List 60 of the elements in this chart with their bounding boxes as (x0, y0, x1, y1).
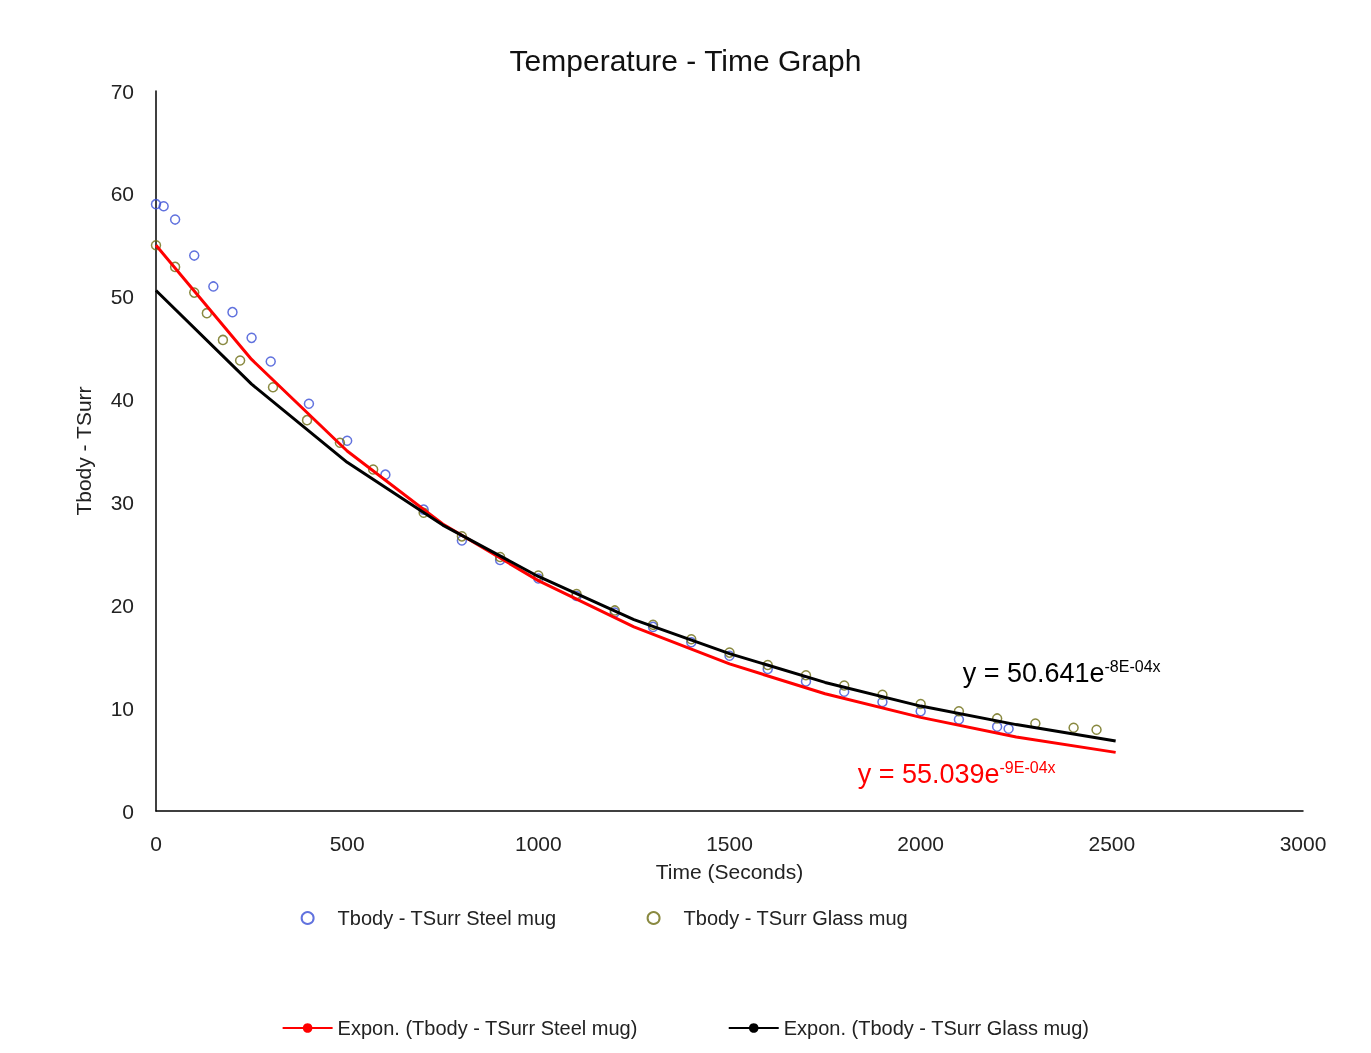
y-tick-label: 30 (110, 490, 134, 514)
x-tick-label: 1000 (514, 832, 562, 855)
point (150, 198, 162, 210)
legend-label: Tbody - TSurr Glass mug (683, 907, 908, 929)
x-tick-label: 500 (329, 832, 365, 855)
point (150, 240, 162, 251)
point (800, 669, 812, 681)
x-tick-label: 2500 (1088, 832, 1136, 855)
point (246, 332, 257, 344)
legend-label: Expon. (Tbody - TSurr Steel mug) (337, 1017, 638, 1039)
y-tick-label: 0 (122, 799, 134, 823)
point (838, 680, 850, 691)
y-axis-title: Tbody - TSurr (72, 386, 95, 516)
point (301, 414, 313, 426)
point (800, 676, 812, 687)
point (208, 281, 219, 292)
point (158, 200, 169, 212)
point (953, 714, 965, 725)
point (188, 250, 200, 261)
point (188, 287, 200, 298)
chart-title: Temperature - Time Graph (509, 43, 862, 77)
point (267, 381, 279, 393)
point (169, 214, 181, 225)
y-tick-label: 50 (110, 285, 134, 309)
point (217, 334, 229, 346)
x-tick-label: 0 (150, 832, 162, 855)
point (227, 306, 238, 318)
y-tick-label: 70 (110, 79, 134, 103)
y-tick-label: 20 (110, 593, 134, 617)
point (991, 721, 1003, 732)
point (341, 435, 353, 446)
point (265, 356, 276, 367)
point (456, 531, 468, 542)
point (169, 261, 181, 273)
point (877, 689, 888, 701)
point (303, 398, 315, 409)
point (380, 469, 391, 480)
point (234, 355, 246, 366)
annotation: y = 55.039e$^{-9E-04x}$ (857, 759, 1056, 790)
y-tick-label: 60 (110, 182, 134, 206)
point (1068, 722, 1079, 733)
point (367, 464, 379, 475)
annotation: y = 50.641e$^{-8E-04x}$ (962, 658, 1161, 689)
x-axis-title: Time (Seconds) (655, 860, 804, 883)
point (1003, 723, 1014, 734)
point (686, 633, 697, 645)
x-tick-label: 3000 (1279, 832, 1327, 855)
point (953, 705, 965, 717)
point (1091, 724, 1102, 735)
legend-label: Tbody - TSurr Steel mug (337, 907, 557, 929)
y-tick-label: 10 (110, 696, 134, 720)
y-tick-label: 40 (110, 388, 134, 412)
point (877, 696, 888, 708)
x-tick-label: 2000 (897, 832, 945, 855)
point (762, 659, 773, 671)
point (915, 698, 926, 710)
point (991, 713, 1003, 724)
legend-label: Expon. (Tbody - TSurr Glass mug) (783, 1017, 1090, 1039)
x-tick-label: 1500 (706, 832, 753, 855)
point (334, 437, 346, 449)
